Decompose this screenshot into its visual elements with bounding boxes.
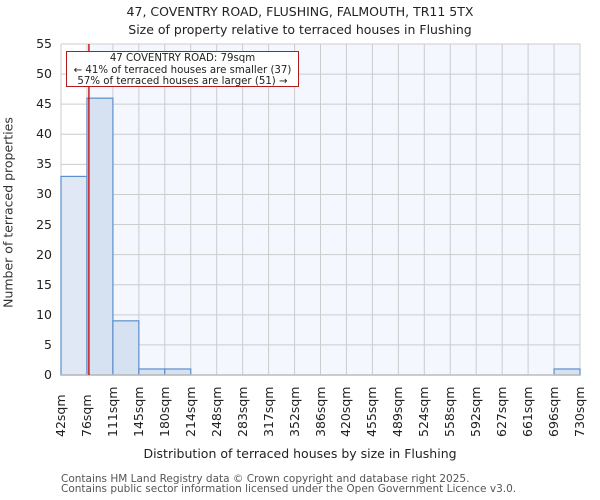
annotation-line-1: 47 COVENTRY ROAD: 79sqm bbox=[109, 53, 256, 64]
x-tick-label: 352sqm bbox=[286, 386, 302, 437]
histogram-bar bbox=[164, 368, 192, 376]
x-tick-label: 317sqm bbox=[260, 386, 276, 437]
annotation-line-2: ← 41% of terraced houses are smaller (37… bbox=[73, 64, 292, 76]
histogram-bar bbox=[138, 368, 166, 376]
plot-bg-right bbox=[88, 44, 580, 375]
chart-title: 47, COVENTRY ROAD, FLUSHING, FALMOUTH, T… bbox=[126, 4, 474, 19]
x-tick-label: 76sqm bbox=[78, 394, 94, 437]
x-tick-label: 283sqm bbox=[234, 386, 250, 437]
footer-licence: Contains public sector information licen… bbox=[61, 483, 517, 495]
y-tick-label: 10 bbox=[36, 306, 52, 322]
x-tick-label: 661sqm bbox=[520, 386, 536, 437]
x-tick-label: 730sqm bbox=[572, 386, 587, 437]
y-tick-label: 40 bbox=[36, 126, 52, 142]
x-tick-label: 489sqm bbox=[390, 386, 406, 437]
x-tick-label: 696sqm bbox=[546, 386, 562, 437]
y-axis-label: Number of terraced properties bbox=[0, 117, 16, 308]
x-tick-label: 248sqm bbox=[208, 386, 224, 437]
x-tick-label: 627sqm bbox=[494, 386, 510, 437]
x-tick-label: 111sqm bbox=[104, 386, 120, 437]
x-tick-label: 558sqm bbox=[442, 386, 458, 437]
y-tick-label: 25 bbox=[36, 216, 52, 232]
y-tick-label: 50 bbox=[36, 66, 52, 82]
chart-subtitle: Size of property relative to terraced ho… bbox=[128, 22, 472, 37]
x-tick-label: 214sqm bbox=[182, 386, 198, 437]
x-tick-label: 145sqm bbox=[130, 386, 146, 437]
y-tick-label: 55 bbox=[36, 36, 52, 51]
x-tick-label: 524sqm bbox=[416, 386, 432, 437]
annotation-line-3: 57% of terraced houses are larger (51) → bbox=[77, 76, 288, 87]
y-tick-label: 45 bbox=[36, 96, 52, 112]
histogram-bar bbox=[112, 320, 140, 376]
y-tick-label: 35 bbox=[36, 156, 52, 172]
histogram-bar bbox=[86, 97, 114, 376]
x-tick-label: 180sqm bbox=[156, 386, 172, 437]
y-tick-label: 0 bbox=[44, 367, 52, 382]
histogram-bar bbox=[60, 175, 88, 376]
footer-copyright: Contains HM Land Registry data © Crown c… bbox=[61, 473, 470, 485]
histogram-bar bbox=[553, 368, 581, 376]
x-tick-label: 386sqm bbox=[312, 386, 328, 437]
x-tick-label: 592sqm bbox=[468, 386, 484, 437]
property-annotation-box: 47 COVENTRY ROAD: 79sqm ← 41% of terrace… bbox=[66, 51, 299, 87]
y-tick-label: 5 bbox=[44, 336, 52, 352]
x-axis-label: Distribution of terraced houses by size … bbox=[143, 446, 457, 461]
x-tick-label: 455sqm bbox=[364, 386, 380, 437]
y-tick-label: 15 bbox=[36, 276, 52, 292]
y-tick-label: 30 bbox=[36, 186, 52, 202]
x-tick-label: 42sqm bbox=[53, 394, 68, 437]
y-tick-label: 20 bbox=[36, 246, 52, 262]
x-tick-label: 420sqm bbox=[338, 386, 354, 437]
